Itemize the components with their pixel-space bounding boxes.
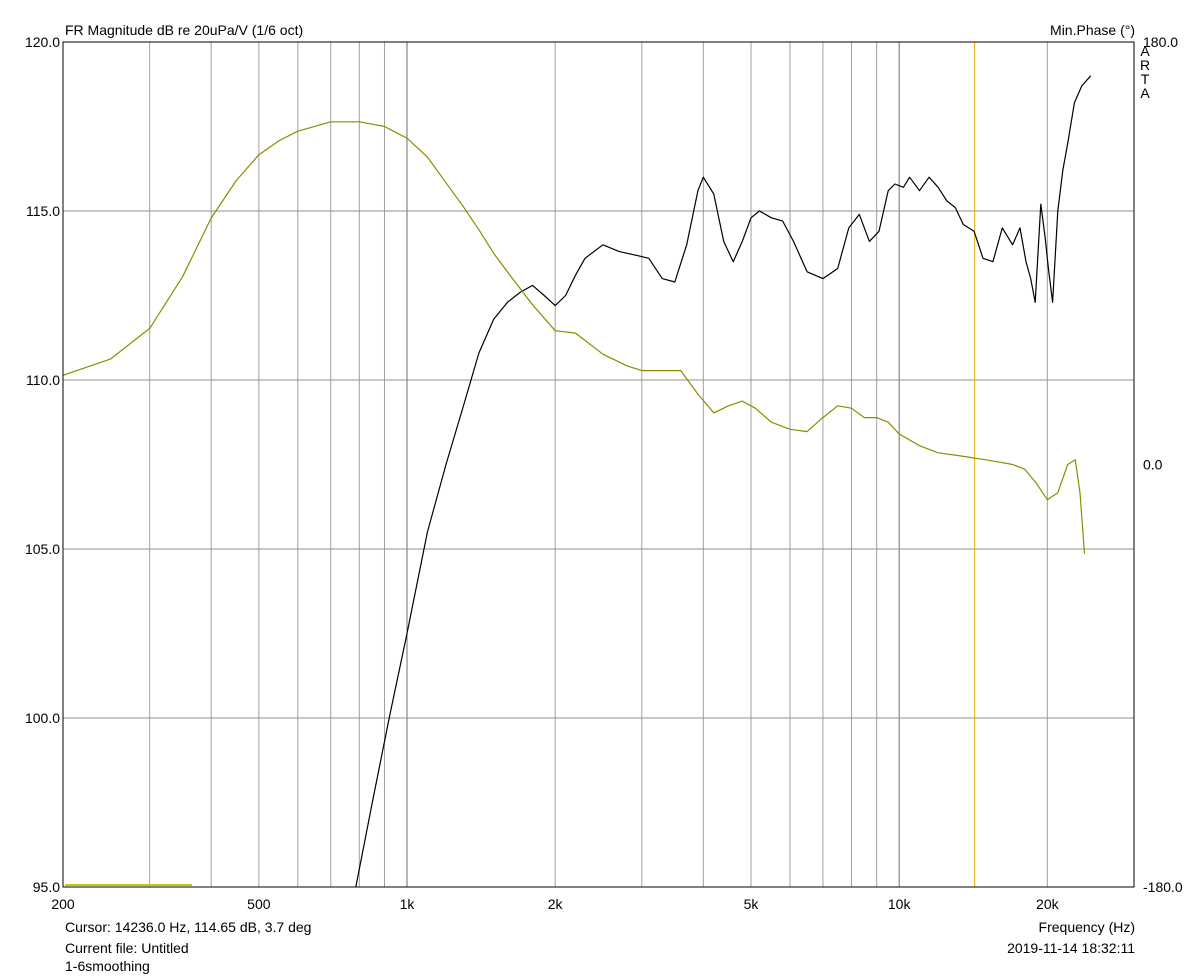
- arta-letter: T: [1140, 71, 1150, 87]
- y2-tick-label: -180.0: [1143, 879, 1183, 895]
- plot-frame: [62, 41, 1135, 888]
- x-axis-label: Frequency (Hz): [1038, 919, 1135, 935]
- current-file-label: Current file: Untitled: [65, 940, 189, 956]
- y-tick-label: 100.0: [25, 710, 60, 726]
- y-tick-label: 120.0: [25, 34, 60, 50]
- x-tick-label: 200: [51, 896, 75, 912]
- arta-letter: R: [1139, 57, 1151, 73]
- x-tick-label: 1k: [400, 896, 416, 912]
- timestamp: 2019-11-14 18:32:11: [1007, 940, 1135, 956]
- y2-tick-label: 180.0: [1143, 34, 1178, 50]
- arta-letter: A: [1140, 85, 1150, 101]
- y-tick-label: 110.0: [26, 372, 60, 388]
- magnitude-curve: [355, 75, 1092, 888]
- x-tick-label: 10k: [888, 896, 912, 912]
- chart-title-right: Min.Phase (°): [1050, 22, 1135, 38]
- x-tick-label: 500: [247, 896, 271, 912]
- chart-title-left: FR Magnitude dB re 20uPa/V (1/6 oct): [65, 22, 304, 38]
- y-tick-label: 105.0: [25, 541, 60, 557]
- y2-tick-label: 0.0: [1143, 457, 1163, 473]
- arta-logo-text: A R T A: [1138, 44, 1152, 100]
- y-tick-label: 115.0: [26, 203, 60, 219]
- x-tick-label: 5k: [744, 896, 760, 912]
- y-tick-label: 95.0: [33, 879, 60, 895]
- arta-letter: A: [1140, 43, 1150, 59]
- x-tick-label: 20k: [1036, 896, 1060, 912]
- cursor-readout: Cursor: 14236.0 Hz, 114.65 dB, 3.7 deg: [65, 919, 312, 935]
- smoothing-label: 1-6smoothing: [65, 958, 150, 974]
- x-tick-label: 2k: [548, 896, 564, 912]
- phase-curve: [62, 121, 1086, 554]
